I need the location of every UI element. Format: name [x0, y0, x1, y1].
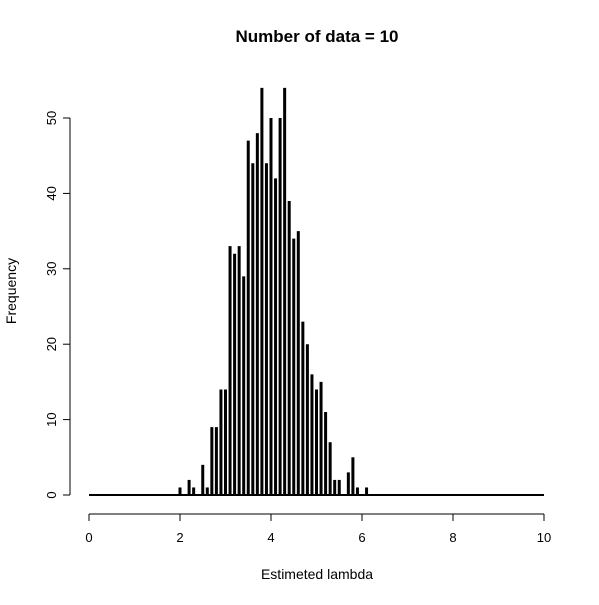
y-tick-label-50: 50	[44, 111, 59, 125]
x-axis-label: Estimeted lambda	[261, 566, 373, 582]
x-tick-label-4: 4	[267, 530, 274, 545]
x-tick-label-0: 0	[85, 530, 92, 545]
x-tick-label-6: 6	[358, 530, 365, 545]
y-axis-label: Frequency	[3, 258, 19, 324]
x-tick-label-8: 8	[449, 530, 456, 545]
chart-title: Number of data = 10	[236, 27, 399, 46]
x-tick-label-10: 10	[537, 530, 551, 545]
x-axis: 0 2 4 6 8 10	[85, 513, 551, 545]
bars-group	[89, 87, 544, 496]
x-tick-label-2: 2	[176, 530, 183, 545]
y-tick-label-10: 10	[44, 412, 59, 426]
y-tick-label-20: 20	[44, 337, 59, 351]
y-axis: 0 10 20 30 40 50	[44, 111, 71, 499]
y-tick-label-30: 30	[44, 262, 59, 276]
y-tick-label-0: 0	[44, 491, 59, 498]
y-tick-label-40: 40	[44, 186, 59, 200]
